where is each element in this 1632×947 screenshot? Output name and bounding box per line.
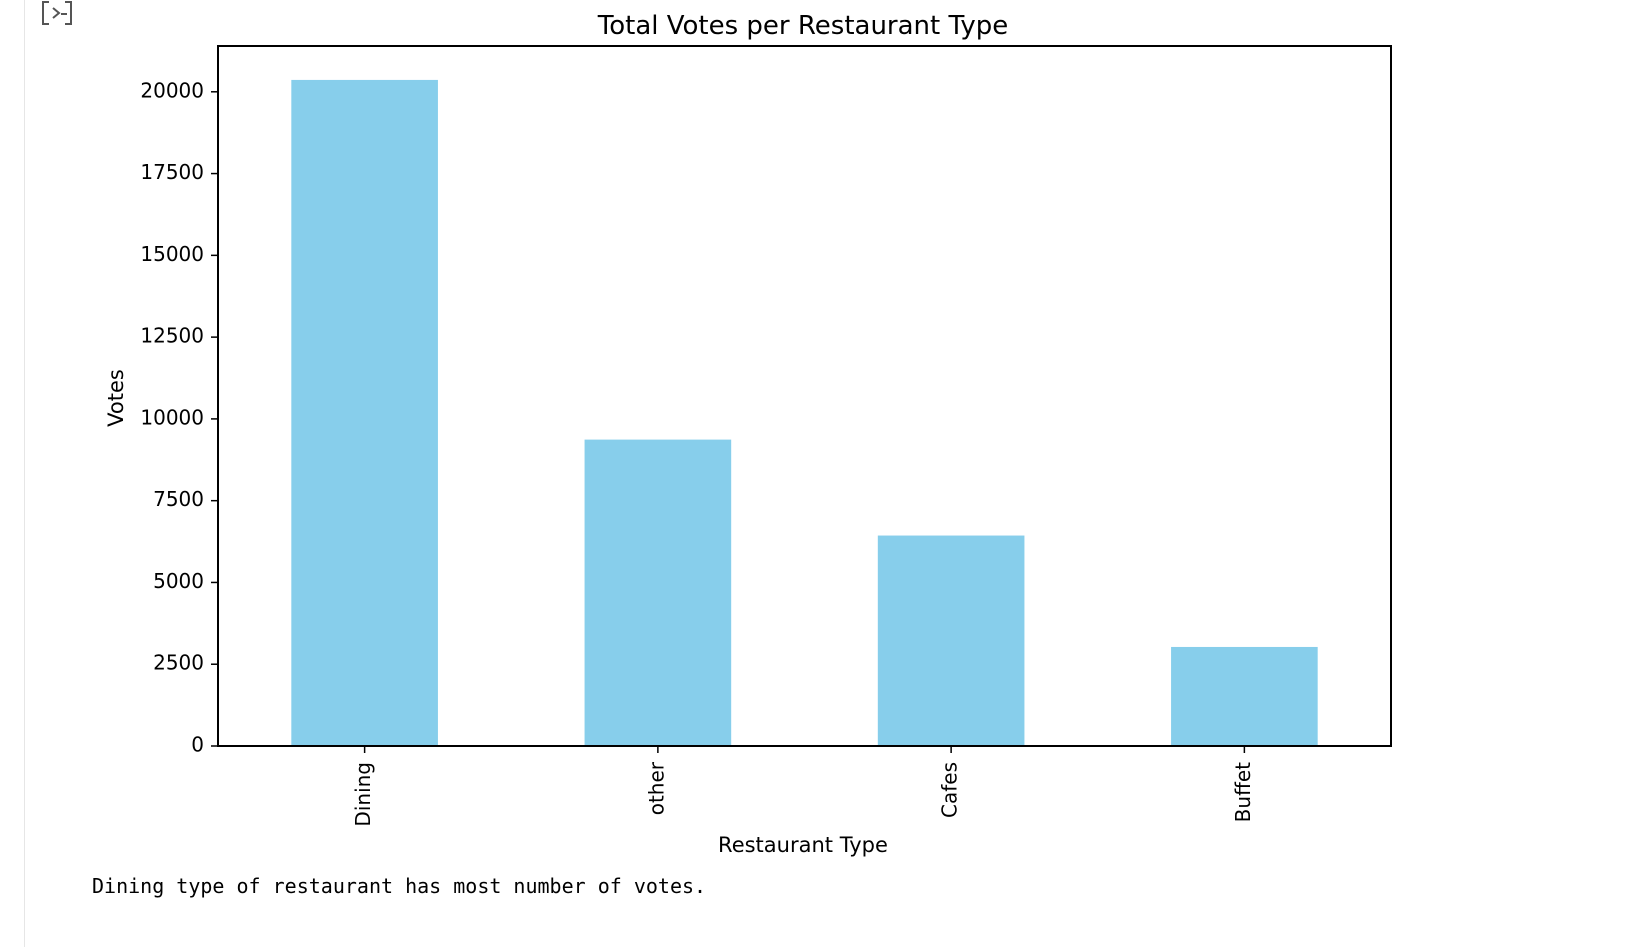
x-tick-label-other: other [644, 761, 668, 815]
x-tick-label-dining: Dining [351, 762, 375, 827]
output-gutter [0, 0, 25, 947]
plot-area-frame [217, 45, 1392, 747]
bar-other [584, 439, 732, 746]
x-tick-label-cafes: Cafes [938, 762, 962, 818]
y-tick-label: 17500 [140, 160, 204, 184]
y-tick-label: 7500 [153, 487, 204, 511]
y-axis-ticks: 0 2500 5000 7500 10000 12500 15000 17500 20000 [140, 78, 218, 757]
x-tick-label-buffet: Buffet [1231, 762, 1255, 822]
y-tick-label: 10000 [140, 405, 204, 429]
y-tick-label: 20000 [140, 78, 204, 102]
bar-dining [291, 79, 438, 747]
bar-buffet [1171, 646, 1318, 746]
y-tick-label: 0 [191, 733, 204, 757]
y-tick-label: 2500 [153, 651, 204, 675]
y-tick-label: 15000 [140, 242, 204, 266]
chart-title: Total Votes per Restaurant Type [597, 11, 1008, 41]
bars-layer [291, 79, 1318, 747]
y-axis-label: Votes [104, 369, 128, 427]
output-toggle-icon[interactable] [40, 0, 74, 28]
x-axis-label: Restaurant Type [718, 833, 888, 857]
bar-cafes [877, 535, 1025, 746]
x-axis-ticks: Dining other Cafes Buffet [351, 746, 1255, 827]
cell-output-text: Dining type of restaurant has most numbe… [92, 874, 707, 898]
y-tick-label: 5000 [153, 569, 204, 593]
y-tick-label: 12500 [140, 324, 204, 348]
